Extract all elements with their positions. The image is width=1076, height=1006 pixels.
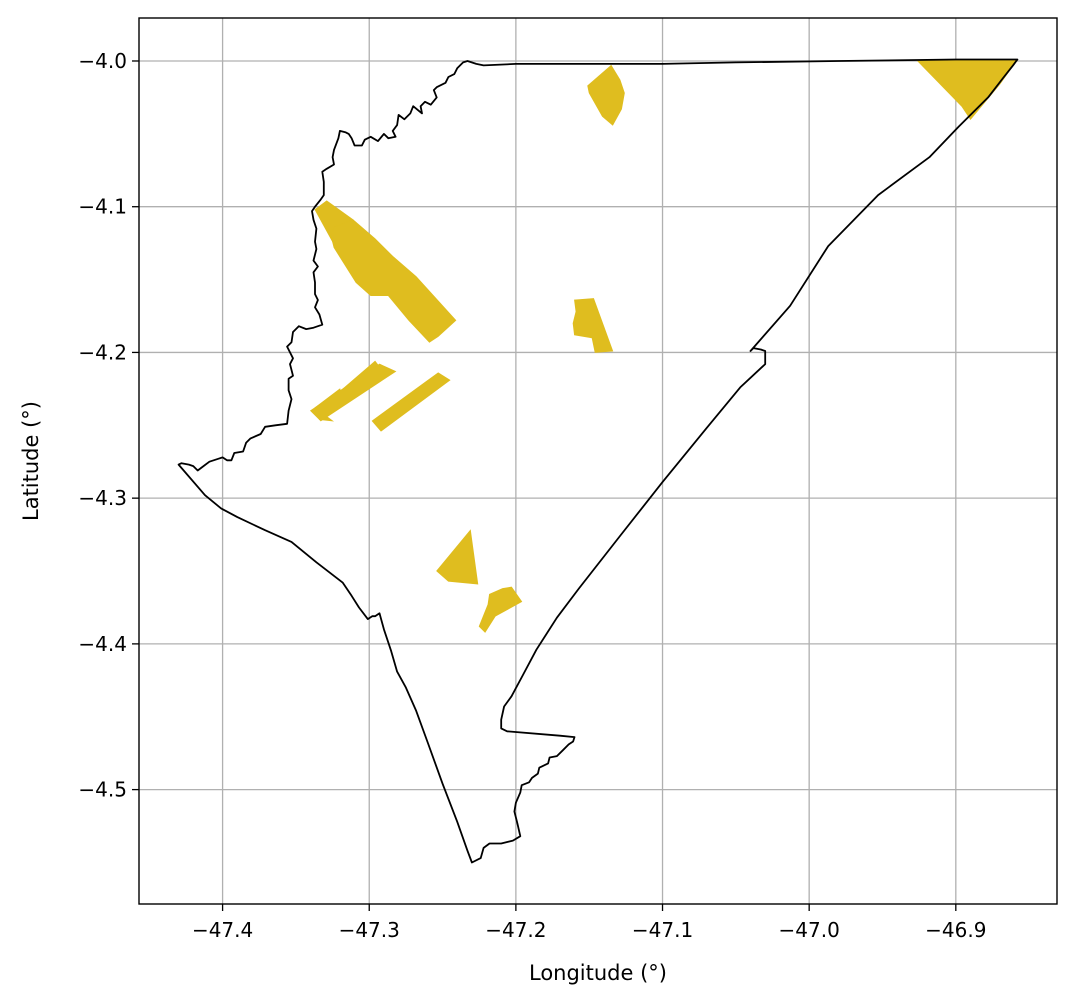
region-boundary — [177, 58, 1019, 864]
y-axis-ticks: −4.0 −4.1 −4.2 −4.3 −4.4 −4.5 — [78, 49, 139, 802]
x-tick-label: −47.3 — [339, 918, 400, 942]
x-axis-label: Longitude (°) — [529, 961, 667, 985]
highlighted-areas — [309, 59, 1019, 633]
highlighted-area — [436, 529, 479, 585]
highlighted-area — [572, 298, 614, 353]
x-tick-label: −47.2 — [485, 918, 546, 942]
highlighted-area — [371, 372, 451, 432]
y-tick-label: −4.3 — [78, 486, 127, 510]
y-tick-label: −4.0 — [78, 49, 127, 73]
y-axis-label: Latitude (°) — [19, 401, 43, 521]
highlighted-area — [309, 363, 397, 422]
highlighted-area — [587, 64, 625, 126]
x-tick-label: −46.9 — [925, 918, 986, 942]
highlighted-area — [478, 586, 523, 633]
y-tick-label: −4.5 — [78, 778, 127, 802]
highlighted-area — [330, 219, 457, 343]
x-axis-ticks: −47.4 −47.3 −47.2 −47.1 −47.0 −46.9 — [192, 904, 986, 942]
x-tick-label: −47.4 — [192, 918, 253, 942]
y-tick-label: −4.1 — [78, 195, 127, 219]
y-tick-label: −4.4 — [78, 632, 127, 656]
y-tick-label: −4.2 — [78, 340, 127, 364]
x-tick-label: −47.1 — [632, 918, 693, 942]
boundary-layer — [177, 58, 1019, 864]
x-tick-label: −47.0 — [779, 918, 840, 942]
plot-frame — [138, 17, 1058, 905]
